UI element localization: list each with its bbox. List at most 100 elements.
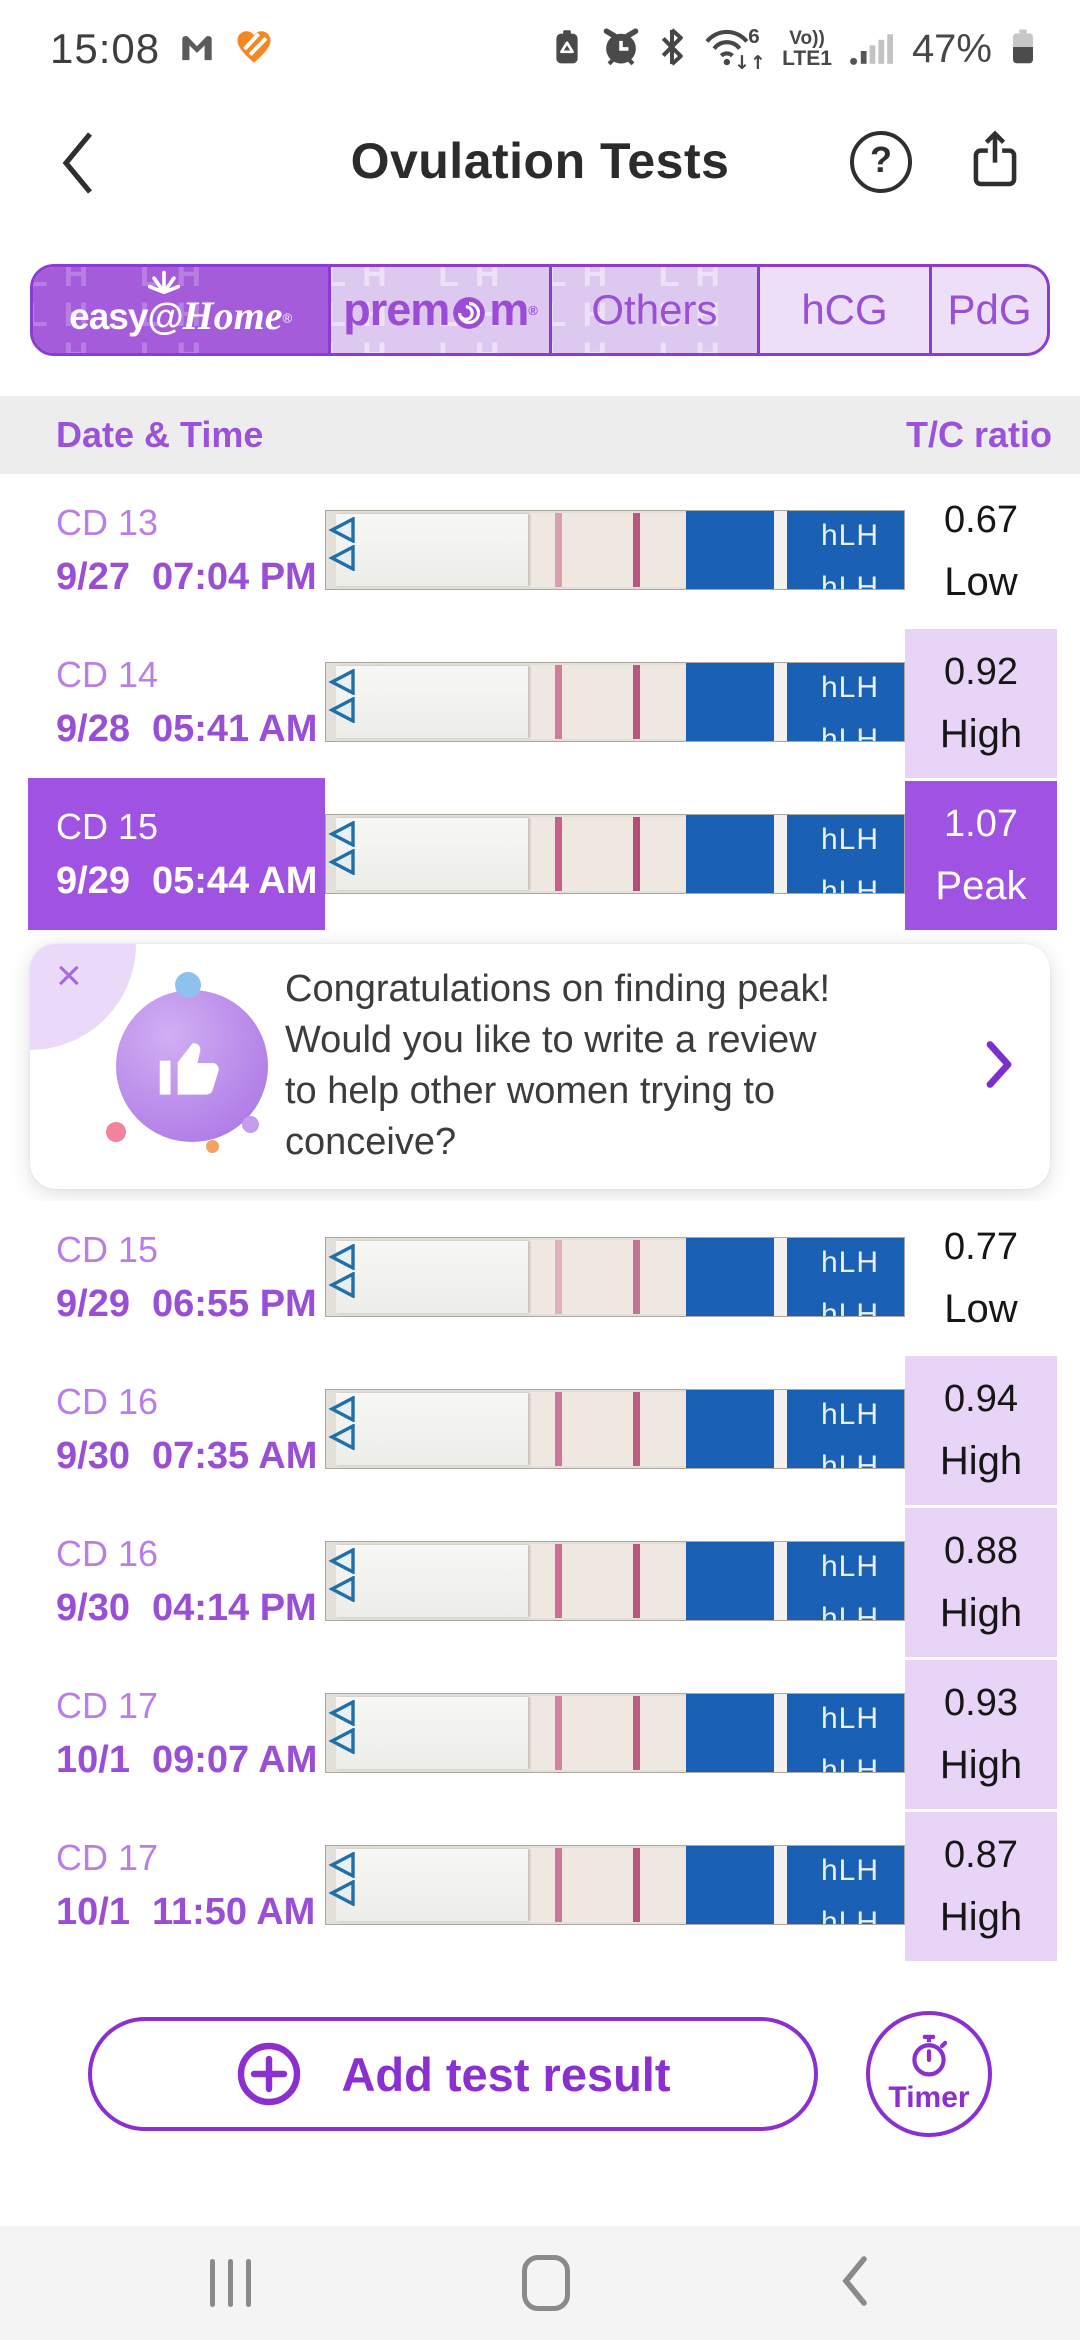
tc-ratio-cell: 0.67 Low bbox=[905, 474, 1057, 626]
strip-handle: hLH hLH bbox=[686, 1542, 904, 1620]
row-date-cell: CD 17 10/109:07 AM bbox=[28, 1657, 325, 1809]
table-row[interactable]: CD 15 9/2906:55 PM hLH hLH 0.77 Low bbox=[0, 1201, 1080, 1353]
strip-handle: hLH hLH bbox=[686, 663, 904, 741]
strip-arrows-icon bbox=[328, 1396, 356, 1450]
control-line bbox=[633, 1240, 640, 1314]
wifi6-icon: 6 ↓↑ bbox=[702, 24, 766, 75]
strip-arrows-icon bbox=[328, 1852, 356, 1906]
tc-ratio-cell: 0.94 High bbox=[905, 1353, 1057, 1505]
control-line bbox=[633, 1544, 640, 1618]
plus-circle-icon bbox=[235, 2040, 303, 2108]
ratio-level: Low bbox=[944, 1287, 1017, 1332]
row-datetime: 9/2805:41 AM bbox=[56, 708, 325, 751]
ratio-value: 0.88 bbox=[944, 1530, 1018, 1573]
app-screen: 15:08 6↓↑ Vo)) LTE1 bbox=[0, 0, 1080, 2340]
table-row[interactable]: CD 16 9/3004:14 PM hLH hLH 0.88 High bbox=[0, 1505, 1080, 1657]
cycle-day-label: CD 15 bbox=[56, 806, 325, 848]
test-line bbox=[555, 1240, 562, 1314]
test-type-tabs: LH LH LH LH LH LH LH LH LH LH LH LH LH L… bbox=[30, 264, 1050, 356]
ratio-value: 0.67 bbox=[944, 499, 1018, 542]
clock-text: 15:08 bbox=[50, 25, 160, 73]
control-line bbox=[633, 1848, 640, 1922]
recents-icon[interactable] bbox=[210, 2259, 251, 2307]
strip-handle: hLH hLH bbox=[686, 1390, 904, 1468]
test-line bbox=[555, 1696, 562, 1770]
tab-pdg[interactable]: PdG bbox=[929, 267, 1047, 353]
decor-dot-blue bbox=[175, 972, 201, 998]
test-line bbox=[555, 817, 562, 891]
row-date-cell: CD 13 9/2707:04 PM bbox=[28, 474, 325, 626]
chevron-right-icon[interactable] bbox=[986, 1040, 1012, 1093]
battery-percent-text: 47% bbox=[912, 27, 992, 72]
tab-premom[interactable]: LH LH LH LH LH LH LH LH LH LH LH LH LH L… bbox=[328, 267, 549, 353]
home-icon[interactable] bbox=[522, 2255, 570, 2311]
table-row[interactable]: CD 16 9/3007:35 AM hLH hLH 0.94 High bbox=[0, 1353, 1080, 1505]
cycle-day-label: CD 15 bbox=[56, 1229, 325, 1271]
test-line bbox=[555, 513, 562, 587]
table-row[interactable]: CD 17 10/109:07 AM hLH hLH 0.93 High bbox=[0, 1657, 1080, 1809]
table-row[interactable]: CD 15 9/2905:44 AM hLH hLH 1.07 Peak bbox=[0, 778, 1080, 930]
row-datetime: 9/2707:04 PM bbox=[56, 556, 325, 599]
row-date-cell: CD 14 9/2805:41 AM bbox=[28, 626, 325, 778]
app-header: Ovulation Tests ? bbox=[0, 92, 1080, 234]
svg-text:↓↑: ↓↑ bbox=[734, 52, 766, 70]
timer-button[interactable]: Timer bbox=[866, 2011, 992, 2137]
cycle-day-label: CD 17 bbox=[56, 1837, 325, 1879]
battery-saver-icon bbox=[550, 27, 584, 72]
ratio-level: High bbox=[940, 1591, 1022, 1636]
strip-arrows-icon bbox=[328, 1548, 356, 1602]
congrats-card[interactable]: × Congratulations on finding peak! Would… bbox=[30, 944, 1050, 1189]
ratio-level: High bbox=[940, 1895, 1022, 1940]
congrats-message: Congratulations on finding peak! Would y… bbox=[285, 964, 930, 1168]
ratio-value: 1.07 bbox=[944, 803, 1018, 846]
table-row[interactable]: CD 17 10/111:50 AM hLH hLH 0.87 High bbox=[0, 1809, 1080, 1961]
test-rows-bottom: CD 15 9/2906:55 PM hLH hLH 0.77 Low CD 1… bbox=[0, 1201, 1080, 1961]
share-icon[interactable] bbox=[966, 128, 1024, 195]
ratio-value: 0.94 bbox=[944, 1378, 1018, 1421]
row-date-cell: CD 15 9/2905:44 AM bbox=[28, 778, 325, 930]
test-strip-photo: hLH hLH bbox=[325, 1237, 905, 1317]
table-row[interactable]: CD 13 9/2707:04 PM hLH hLH 0.67 Low bbox=[0, 474, 1080, 626]
alarm-icon bbox=[600, 26, 642, 73]
help-icon[interactable]: ? bbox=[850, 131, 912, 193]
row-datetime: 9/3007:35 AM bbox=[56, 1435, 325, 1478]
tab-hcg[interactable]: hCG bbox=[757, 267, 929, 353]
test-strip-photo: hLH hLH bbox=[325, 814, 905, 894]
test-strip-photo: hLH hLH bbox=[325, 1541, 905, 1621]
ratio-level: High bbox=[940, 712, 1022, 757]
row-datetime: 9/2905:44 AM bbox=[56, 860, 325, 903]
test-strip-photo: hLH hLH bbox=[325, 510, 905, 590]
cycle-day-label: CD 13 bbox=[56, 502, 325, 544]
strip-handle: hLH hLH bbox=[686, 511, 904, 589]
control-line bbox=[633, 1392, 640, 1466]
tab-easyathome[interactable]: LH LH LH LH LH LH LH LH LH LH LH LH LH L… bbox=[33, 267, 328, 353]
table-row[interactable]: CD 14 9/2805:41 AM hLH hLH 0.92 High bbox=[0, 626, 1080, 778]
table-header: Date & Time T/C ratio bbox=[0, 396, 1080, 474]
row-datetime: 10/111:50 AM bbox=[56, 1891, 325, 1934]
tc-ratio-cell: 1.07 Peak bbox=[905, 778, 1057, 930]
close-icon[interactable]: × bbox=[56, 950, 82, 1003]
row-date-cell: CD 16 9/3007:35 AM bbox=[28, 1353, 325, 1505]
bottom-actions: Add test result Timer bbox=[0, 2011, 1080, 2137]
tc-ratio-cell: 0.77 Low bbox=[905, 1201, 1057, 1353]
cycle-day-label: CD 16 bbox=[56, 1533, 325, 1575]
test-line bbox=[555, 1392, 562, 1466]
strip-handle: hLH hLH bbox=[686, 1846, 904, 1924]
stopwatch-icon bbox=[906, 2033, 952, 2079]
ratio-level: Peak bbox=[935, 864, 1026, 909]
add-test-result-button[interactable]: Add test result bbox=[88, 2017, 818, 2131]
nav-back-icon[interactable] bbox=[840, 2255, 870, 2312]
strip-arrows-icon bbox=[328, 1700, 356, 1754]
decor-dot-purple bbox=[242, 1116, 259, 1133]
tab-others[interactable]: LH LH LH LH LH LH LH LH LH LH LH LH LH L… bbox=[549, 267, 757, 353]
volte-indicator: Vo)) LTE1 bbox=[782, 29, 832, 69]
test-strip-photo: hLH hLH bbox=[325, 1693, 905, 1773]
test-rows-top: CD 13 9/2707:04 PM hLH hLH 0.67 Low CD 1… bbox=[0, 474, 1080, 930]
strip-handle: hLH hLH bbox=[686, 1694, 904, 1772]
tc-ratio-cell: 0.92 High bbox=[905, 626, 1057, 778]
decor-dot-orange bbox=[206, 1140, 219, 1153]
ratio-value: 0.93 bbox=[944, 1682, 1018, 1725]
test-strip-photo: hLH hLH bbox=[325, 1845, 905, 1925]
ratio-value: 0.87 bbox=[944, 1834, 1018, 1877]
test-line bbox=[555, 665, 562, 739]
